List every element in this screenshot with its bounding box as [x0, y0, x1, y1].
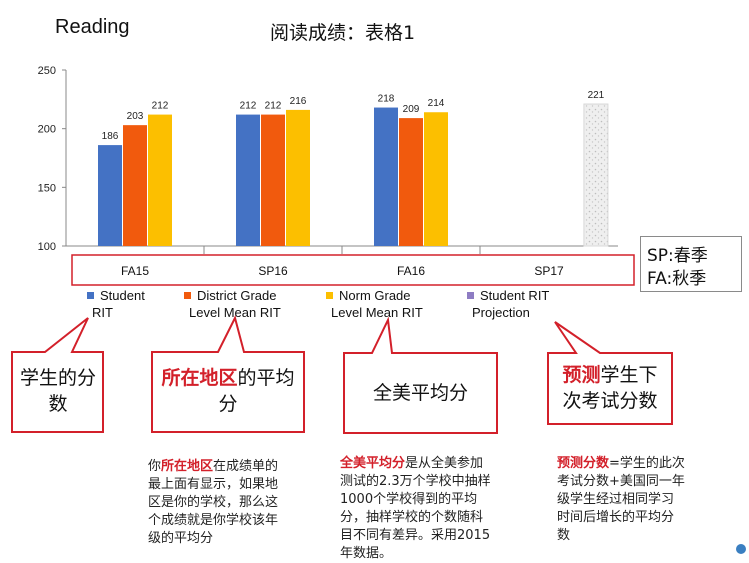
- season-key-fa: FA:秋季: [647, 269, 707, 289]
- data-label: 218: [378, 94, 395, 105]
- table-title: 阅读成绩：表格1: [270, 22, 416, 44]
- legend-swatch-purple-icon: [467, 292, 474, 299]
- bar-sp16-s0: [236, 114, 260, 246]
- data-label: 212: [240, 101, 257, 112]
- label-layer: 100 150 200 250 FA15 186 203 212 SP16 212 212 216 FA…: [38, 65, 605, 278]
- bar-fa15-s0: [98, 145, 122, 246]
- data-label: 212: [152, 101, 169, 112]
- data-label: 203: [127, 111, 144, 122]
- bar-sp17-s3: [583, 103, 609, 247]
- category-axis-box: [71, 254, 635, 286]
- x-tick-label: SP16: [258, 264, 288, 278]
- note-national: 全美平均分是从全美参加 测试的2.3万个学校中抽样 1000个学校得到的平均 分…: [340, 456, 491, 561]
- legend-student-rit: Student RIT: [87, 287, 145, 321]
- reading-title: Reading: [55, 16, 130, 38]
- y-tick-label: 200: [38, 124, 56, 136]
- y-tick-label: 150: [38, 182, 56, 194]
- callout-student-score: 学生的分数: [19, 367, 96, 415]
- season-key-box: SP:春季 FA:秋季: [640, 236, 742, 292]
- bar-fa16-s2: [424, 112, 448, 247]
- data-label: 212: [265, 101, 282, 112]
- legend-swatch-yellow-icon: [326, 292, 333, 299]
- y-tick-label: 250: [38, 65, 56, 77]
- y-tick-label: 100: [38, 241, 56, 253]
- bar-sp16-s1: [261, 114, 285, 246]
- legend-district: District Grade Level Mean RIT: [184, 287, 281, 321]
- grid-layer: [62, 69, 635, 286]
- note-district: 你所在地区在成绩单的 最上面有显示，如果地 区是你的学校，那么这 个成绩就是你学…: [148, 459, 279, 546]
- bar-sp16-s2: [286, 109, 310, 246]
- legend-swatch-blue-icon: [87, 292, 94, 299]
- bar-fa15-s2: [148, 114, 172, 246]
- callout-district-mean: 所在地区的平均分: [161, 367, 295, 415]
- callout-bubble-district: [151, 315, 305, 433]
- bar-layer: [98, 103, 609, 247]
- callout-bubble-projection: [547, 321, 673, 425]
- callout-bubble-national: [343, 316, 498, 434]
- x-tick-label: FA15: [121, 264, 149, 278]
- bar-fa16-s1: [399, 118, 423, 246]
- callout-national-mean: 全美平均分: [372, 382, 468, 404]
- corner-logo-icon: [736, 544, 746, 554]
- data-label: 216: [290, 96, 307, 107]
- data-label: 221: [588, 90, 605, 101]
- callout-bubble-student: [11, 317, 104, 433]
- data-label: 214: [428, 98, 445, 109]
- data-label: 186: [102, 131, 119, 142]
- legend-swatch-orange-icon: [184, 292, 191, 299]
- data-label: 209: [403, 104, 420, 115]
- callout-projection: 预测学生下 次考试分数: [562, 364, 658, 412]
- note-projection: 预测分数=学生的此次 考试分数+美国同一年 级学生经过相同学习 时间后增长的平均…: [557, 456, 685, 543]
- legend-norm: Norm Grade Level Mean RIT: [326, 287, 423, 321]
- bar-fa15-s1: [123, 125, 147, 246]
- legend-projection: Student RIT Projection: [467, 287, 549, 321]
- season-key-sp: SP:春季: [647, 246, 708, 266]
- x-tick-label: FA16: [397, 264, 425, 278]
- bar-fa16-s0: [374, 107, 398, 247]
- x-tick-label: SP17: [534, 264, 564, 278]
